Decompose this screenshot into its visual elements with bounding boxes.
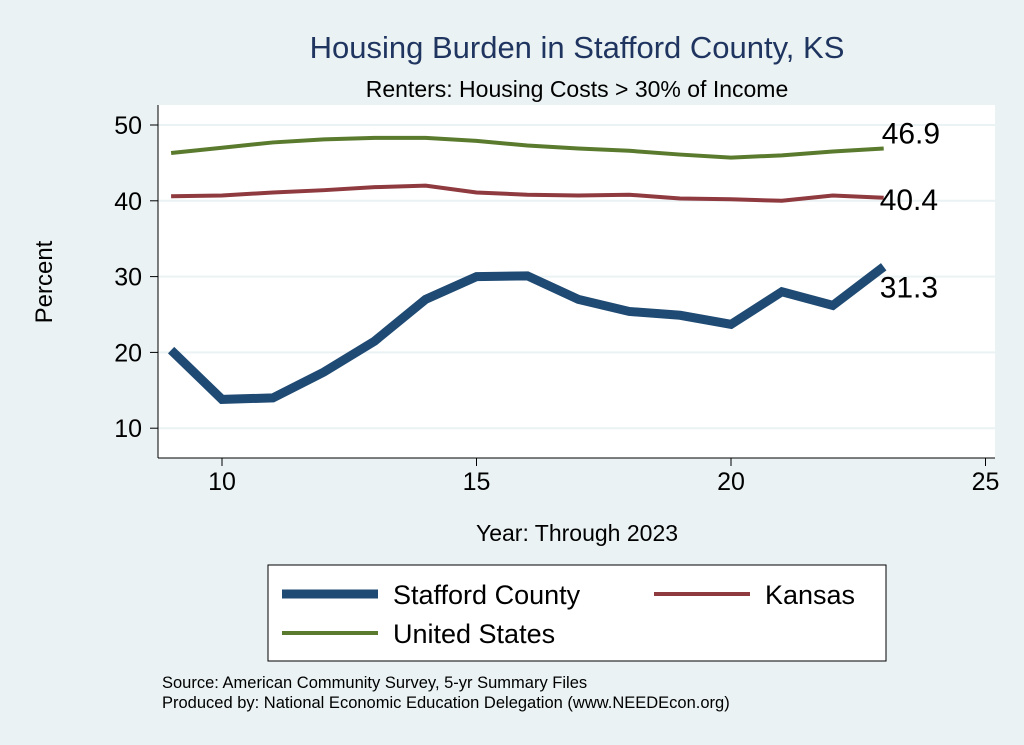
series-line-united-states <box>170 135 884 160</box>
chart-title: Housing Burden in Stafford County, KS <box>310 30 845 65</box>
legend-box <box>267 564 887 662</box>
source-note: Source: American Community Survey, 5-yr … <box>162 674 587 692</box>
x-tick-label: 20 <box>717 468 745 496</box>
y-tick-label: 30 <box>114 264 142 292</box>
y-axis-label: Percent <box>31 240 58 323</box>
x-axis-label: Year: Through 2023 <box>476 520 678 546</box>
x-tick-label: 25 <box>972 468 1000 496</box>
producer-note: Produced by: National Economic Education… <box>162 694 730 712</box>
plot-area <box>158 105 995 458</box>
y-tick-label: 40 <box>114 188 142 216</box>
series-line-kansas <box>171 183 884 203</box>
y-tick-label: 50 <box>114 112 142 140</box>
y-tick-label: 10 <box>114 415 142 443</box>
legend-label-united-states: United States <box>393 619 555 649</box>
legend-label-stafford-county: Stafford County <box>393 580 581 610</box>
chart-subtitle: Renters: Housing Costs > 30% of Income <box>366 76 789 102</box>
end-label-kansas: 40.4 <box>880 184 938 217</box>
x-tick-label: 15 <box>463 468 491 496</box>
end-label-stafford-county: 31.3 <box>880 272 938 305</box>
end-label-united-states: 46.9 <box>882 117 940 150</box>
legend: Stafford County Kansas United States <box>267 564 887 662</box>
legend-label-kansas: Kansas <box>765 580 855 610</box>
series-line-stafford-county <box>167 263 887 404</box>
x-tick-label: 10 <box>208 468 236 496</box>
y-tick-label: 20 <box>114 339 142 367</box>
